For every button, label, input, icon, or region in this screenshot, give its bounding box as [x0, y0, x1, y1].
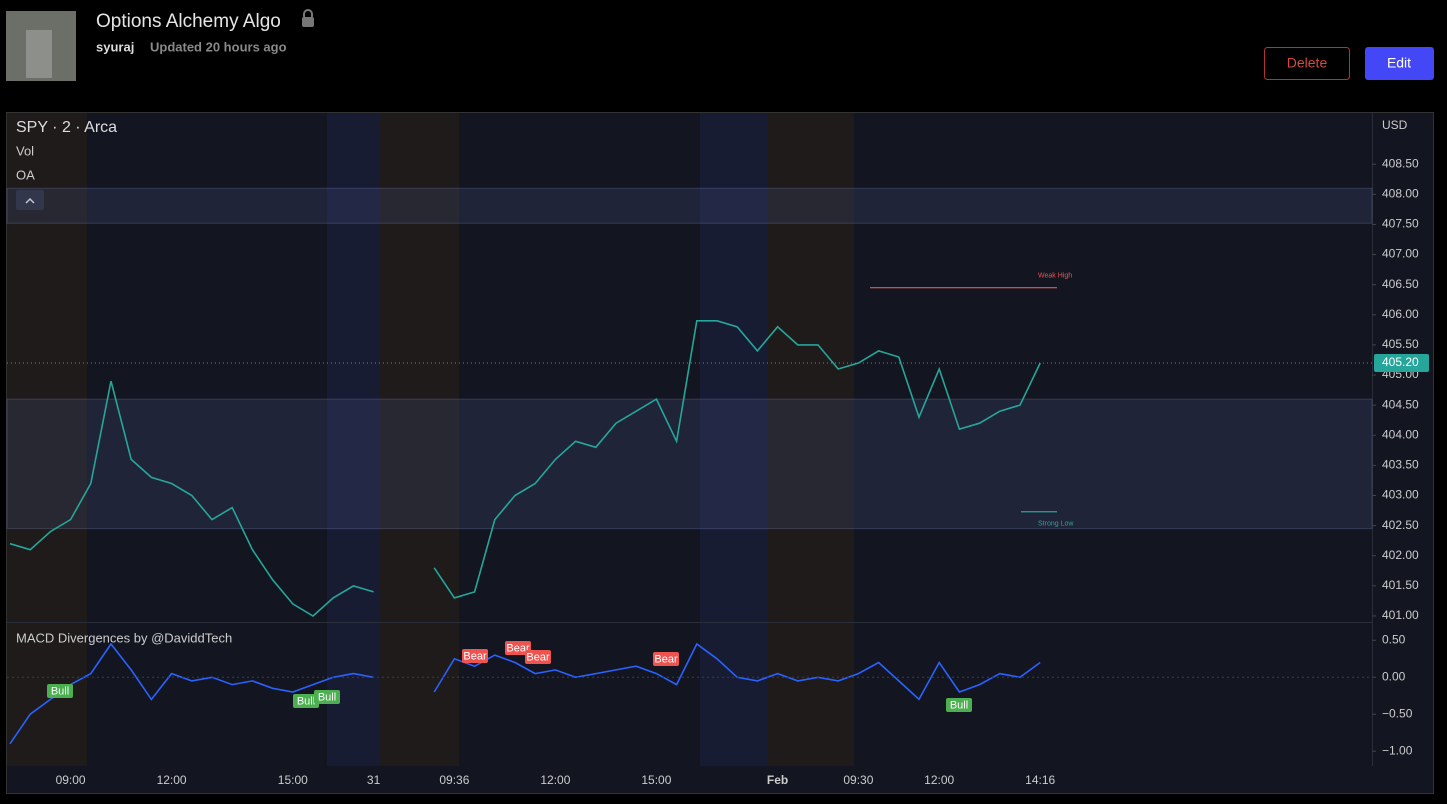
- updated: Updated 20 hours ago: [150, 39, 287, 54]
- y-tick-label: 404.50: [1382, 397, 1419, 411]
- author: syuraj: [96, 39, 134, 54]
- y-tick-label: −1.00: [1382, 743, 1413, 757]
- y-tick-label: 402.00: [1382, 548, 1419, 562]
- x-tick-label: 09:00: [56, 773, 86, 787]
- session-shade: [380, 113, 459, 766]
- session-shade: [768, 113, 854, 766]
- x-tick-label: Feb: [767, 773, 788, 787]
- y-tick-label: 408.50: [1382, 156, 1419, 170]
- delete-button[interactable]: [1264, 47, 1350, 80]
- annotation-box: [505, 641, 531, 655]
- symbol: SPY · 2 · Arca: [16, 119, 117, 136]
- y-tick-label: 402.50: [1382, 518, 1419, 532]
- annotation-box: [293, 694, 319, 708]
- annotation: Bear: [463, 650, 487, 662]
- lock-icon: [302, 17, 314, 27]
- delete-label[interactable]: Delete: [1287, 55, 1328, 71]
- annotation-box: [47, 684, 73, 698]
- y-tick-label: 407.50: [1382, 217, 1419, 231]
- x-tick-label: 15:00: [278, 773, 308, 787]
- indicator: OA: [16, 167, 35, 182]
- annotation: Bull: [297, 695, 315, 707]
- series-line: [9, 320, 1041, 617]
- annotation-box: [525, 650, 551, 664]
- annotation: Bull: [318, 691, 336, 703]
- annotation: Bear: [506, 642, 530, 654]
- annotation: Bull: [950, 699, 968, 711]
- x-tick-label: 12:00: [157, 773, 187, 787]
- y-tick-label: 404.00: [1382, 427, 1419, 441]
- page-title: Options Alchemy Algo: [96, 11, 281, 32]
- x-tick-label: 14:16: [1025, 773, 1055, 787]
- y-tick-label: 407.00: [1382, 247, 1419, 261]
- last-price-label: 405.20: [1382, 355, 1419, 369]
- x-tick-label: 31: [367, 773, 381, 787]
- y-tick-label: −0.50: [1382, 706, 1413, 720]
- last-price-tag: [1374, 353, 1429, 372]
- collapse-icon[interactable]: [25, 197, 35, 204]
- y-tick-label: 401.00: [1382, 608, 1419, 622]
- currency: USD: [1382, 118, 1408, 132]
- annotation: Bull: [51, 685, 69, 697]
- zone: [6, 187, 1373, 224]
- level-label: Weak High: [1038, 273, 1072, 280]
- annotation-box: [946, 698, 972, 712]
- x-tick-label: 09:36: [439, 773, 469, 787]
- sessions: [7, 113, 854, 766]
- avatar-figure: [26, 30, 52, 78]
- edit-label[interactable]: Edit: [1387, 55, 1411, 71]
- annotation: Bear: [526, 651, 550, 663]
- x-tick-label: 12:00: [924, 773, 954, 787]
- indicator-title: MACD Divergences by @DaviddTech: [16, 630, 232, 645]
- session-shade: [700, 113, 768, 766]
- zone: [6, 398, 1373, 530]
- y-tick-label: 403.00: [1382, 488, 1419, 502]
- level-label: Strong Low: [1038, 521, 1074, 528]
- y-tick-label: 403.50: [1382, 458, 1419, 472]
- x-tick-label: 09:30: [843, 773, 873, 787]
- x-tick-label: 12:00: [540, 773, 570, 787]
- y-tick-label: 401.50: [1382, 578, 1419, 592]
- annotation-box: [314, 690, 340, 704]
- indicator: Vol: [16, 143, 34, 158]
- edit-button[interactable]: [1365, 47, 1434, 80]
- annotation: Bear: [654, 653, 678, 665]
- lock-shackle: [303, 9, 313, 17]
- y-tick-label: 0.50: [1382, 632, 1406, 646]
- y-tick-label: 0.00: [1382, 669, 1406, 683]
- y-tick-label: 408.00: [1382, 186, 1419, 200]
- y-tick-label: 406.50: [1382, 277, 1419, 291]
- y-tick-label: 405.50: [1382, 337, 1419, 351]
- annotation-box: [462, 649, 488, 663]
- session-shade: [7, 113, 87, 766]
- y-tick-label: 406.00: [1382, 307, 1419, 321]
- annotation-box: [653, 652, 679, 666]
- session-shade: [327, 113, 380, 766]
- x-tick-label: 15:00: [641, 773, 671, 787]
